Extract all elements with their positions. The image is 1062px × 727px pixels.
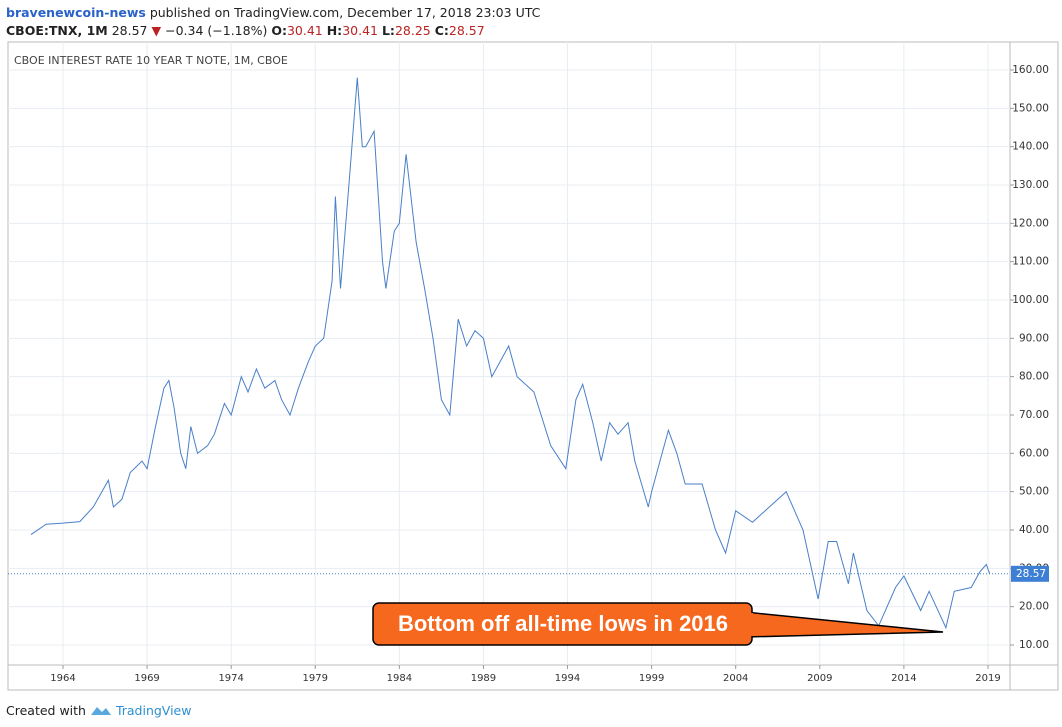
y-tick-label: 60.00: [1019, 447, 1049, 459]
plot: [8, 77, 1010, 630]
change: −0.34 (−1.18%): [165, 23, 268, 38]
footer: Created with TradingView: [6, 701, 191, 718]
annotation: Bottom off all-time lows in 2016: [398, 611, 728, 636]
open: 30.41: [286, 23, 323, 38]
y-tick-label: 50.00: [1019, 486, 1049, 498]
last-price-label: 28.57: [1016, 568, 1046, 580]
y-tick-label: 120.00: [1012, 217, 1049, 229]
high-label: H:: [326, 23, 343, 38]
x-tick-label: 1964: [50, 673, 75, 684]
logo: [90, 707, 111, 715]
header-line-1: bravenewcoin-news published on TradingVi…: [6, 4, 540, 22]
header-line-2: CBOE:TNX, 1M 28.57 ▼ −0.34 (−1.18%) O:30…: [6, 22, 540, 40]
low: 28.25: [394, 23, 431, 38]
y-tick-label: 100.00: [1012, 294, 1049, 306]
x-tick-label: 1984: [387, 673, 412, 684]
chart: CBOE INTEREST RATE 10 YEAR T NOTE, 1M, C…: [7, 41, 1059, 691]
y-tick-label: 80.00: [1019, 371, 1049, 383]
annotation-pointer: [744, 611, 944, 638]
close-label: C:: [434, 23, 449, 38]
y-tick-label: 20.00: [1019, 601, 1049, 613]
created: Created with: [6, 703, 86, 718]
arrow: ▼: [151, 23, 162, 38]
brand[interactable]: TradingView: [115, 703, 192, 718]
x-tick-label: 2004: [723, 673, 748, 684]
line: [30, 77, 991, 630]
symbol: CBOE:TNX, 1M: [6, 23, 108, 38]
close: 28.57: [448, 23, 485, 38]
published: published on TradingView.com, December 1…: [149, 5, 541, 20]
y-tick-label: 10.00: [1019, 639, 1049, 651]
y-tick-label: 90.00: [1019, 332, 1049, 344]
open-label: O:: [271, 23, 287, 38]
x-tick-label: 2009: [807, 673, 832, 684]
chart-frame: [7, 41, 1059, 691]
x-tick-label: 1979: [303, 673, 328, 684]
x-tick-label: 1969: [134, 673, 159, 684]
x-tick-label: 1999: [639, 673, 664, 684]
x-tick-label: 2014: [891, 673, 916, 684]
header: bravenewcoin-news published on TradingVi…: [6, 4, 540, 40]
high: 30.41: [342, 23, 378, 38]
low-label: L:: [381, 23, 395, 38]
y-tick-label: 40.00: [1019, 524, 1049, 536]
y-tick-label: 110.00: [1012, 256, 1049, 268]
x-tick-label: 1974: [218, 673, 243, 684]
last-price-box: [1011, 565, 1049, 582]
price: 28.57: [111, 23, 148, 38]
x-tick-label: 1989: [471, 673, 496, 684]
y-tick-label: 140.00: [1012, 141, 1049, 153]
author[interactable]: bravenewcoin-news: [6, 5, 146, 20]
y-tick-label: 160.00: [1012, 64, 1049, 76]
y-tick-label: 130.00: [1012, 179, 1049, 191]
grid: [8, 42, 1010, 665]
y-tick-label: 70.00: [1019, 409, 1049, 421]
x-tick-label: 1994: [555, 673, 580, 684]
chart-title: CBOE INTEREST RATE 10 YEAR T NOTE, 1M, C…: [14, 54, 288, 67]
y-tick-label: 150.00: [1012, 102, 1049, 114]
x-tick-label: 2019: [975, 673, 1000, 684]
